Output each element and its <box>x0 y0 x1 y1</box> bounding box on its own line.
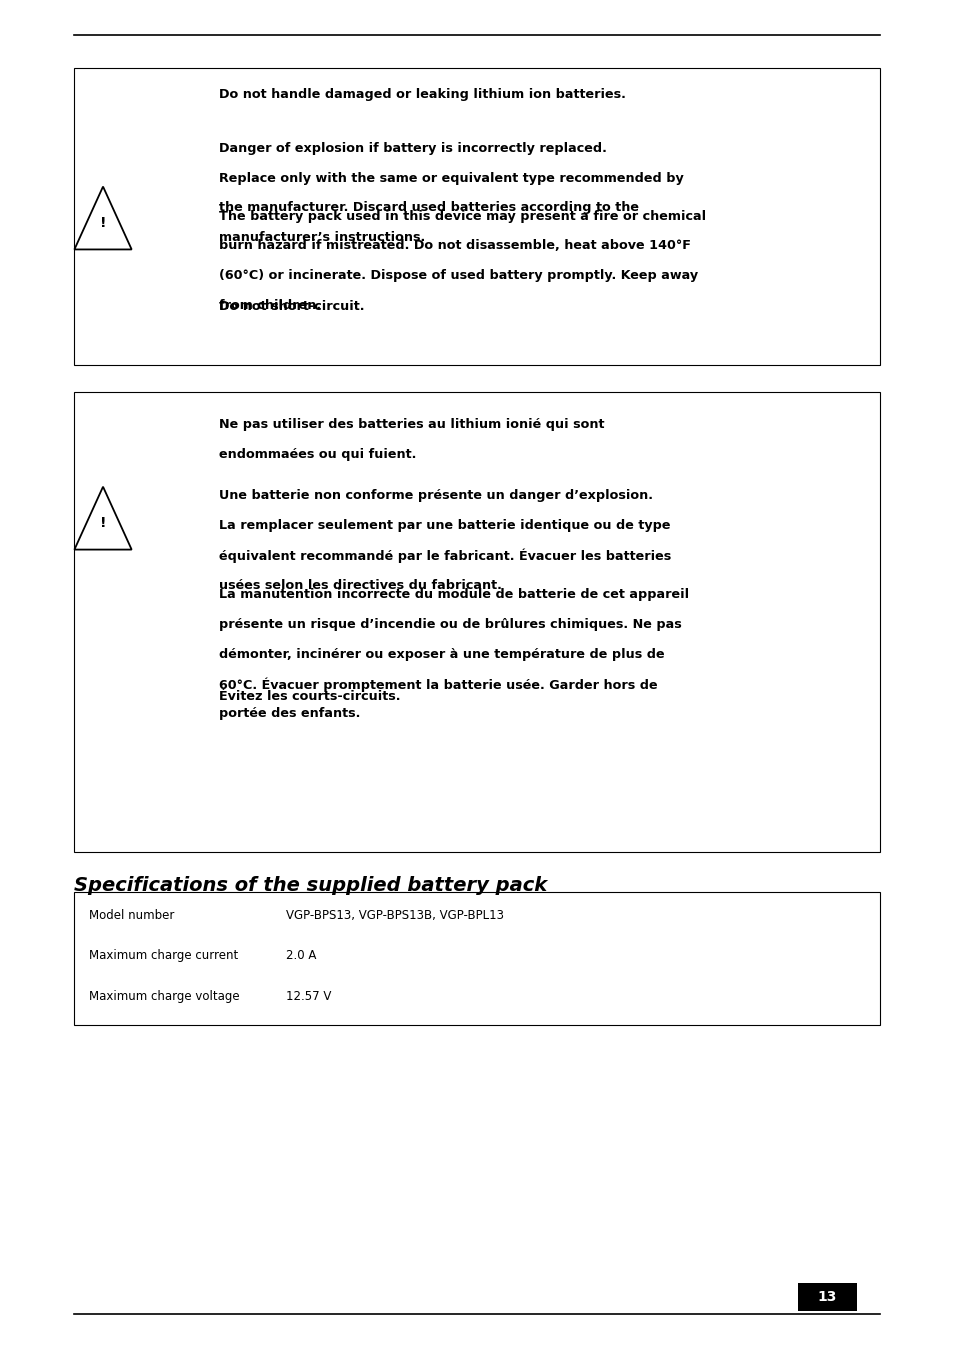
FancyBboxPatch shape <box>74 392 879 852</box>
Text: Évitez les courts-circuits.: Évitez les courts-circuits. <box>219 690 400 703</box>
Text: Une batterie non conforme présente un danger d’explosion.: Une batterie non conforme présente un da… <box>219 489 653 503</box>
Text: 60°C. Évacuer promptement la batterie usée. Garder hors de: 60°C. Évacuer promptement la batterie us… <box>219 677 658 692</box>
Text: portée des enfants.: portée des enfants. <box>219 707 360 721</box>
Text: Do not short-circuit.: Do not short-circuit. <box>219 300 365 314</box>
Text: 13: 13 <box>817 1290 836 1305</box>
Text: La remplacer seulement par une batterie identique ou de type: La remplacer seulement par une batterie … <box>219 519 670 533</box>
Text: the manufacturer. Discard used batteries according to the: the manufacturer. Discard used batteries… <box>219 201 639 215</box>
Text: Replace only with the same or equivalent type recommended by: Replace only with the same or equivalent… <box>219 172 683 185</box>
Text: VGP-BPS13, VGP-BPS13B, VGP-BPL13: VGP-BPS13, VGP-BPS13B, VGP-BPL13 <box>286 909 504 922</box>
Text: La manutention incorrecte du module de batterie de cet appareil: La manutention incorrecte du module de b… <box>219 588 689 602</box>
Text: burn hazard if mistreated. Do not disassemble, heat above 140°F: burn hazard if mistreated. Do not disass… <box>219 239 691 253</box>
Text: équivalent recommandé par le fabricant. Évacuer les batteries: équivalent recommandé par le fabricant. … <box>219 549 671 564</box>
Text: (60°C) or incinerate. Dispose of used battery promptly. Keep away: (60°C) or incinerate. Dispose of used ba… <box>219 269 698 283</box>
Text: manufacturer’s instructions.: manufacturer’s instructions. <box>219 231 425 245</box>
Text: The battery pack used in this device may present a fire or chemical: The battery pack used in this device may… <box>219 210 706 223</box>
Text: !: ! <box>100 516 106 530</box>
Text: usées selon les directives du fabricant.: usées selon les directives du fabricant. <box>219 579 502 592</box>
Text: Do not handle damaged or leaking lithium ion batteries.: Do not handle damaged or leaking lithium… <box>219 88 625 101</box>
Text: 2.0 A: 2.0 A <box>286 949 316 963</box>
Text: démonter, incinérer ou exposer à une température de plus de: démonter, incinérer ou exposer à une tem… <box>219 648 664 661</box>
FancyBboxPatch shape <box>797 1283 856 1311</box>
Text: from children.: from children. <box>219 299 321 312</box>
Text: Maximum charge voltage: Maximum charge voltage <box>89 990 239 1003</box>
FancyBboxPatch shape <box>74 892 879 1025</box>
Text: 12.57 V: 12.57 V <box>286 990 332 1003</box>
Text: Danger of explosion if battery is incorrectly replaced.: Danger of explosion if battery is incorr… <box>219 142 607 155</box>
Text: !: ! <box>100 216 106 230</box>
Text: Specifications of the supplied battery pack: Specifications of the supplied battery p… <box>74 876 547 895</box>
Text: Ne pas utiliser des batteries au lithium ionié qui sont: Ne pas utiliser des batteries au lithium… <box>219 418 604 431</box>
Text: Maximum charge current: Maximum charge current <box>89 949 237 963</box>
Text: Model number: Model number <box>89 909 173 922</box>
FancyBboxPatch shape <box>74 68 879 365</box>
Text: endommaées ou qui fuient.: endommaées ou qui fuient. <box>219 448 416 461</box>
Text: présente un risque d’incendie ou de brûlures chimiques. Ne pas: présente un risque d’incendie ou de brûl… <box>219 618 681 631</box>
